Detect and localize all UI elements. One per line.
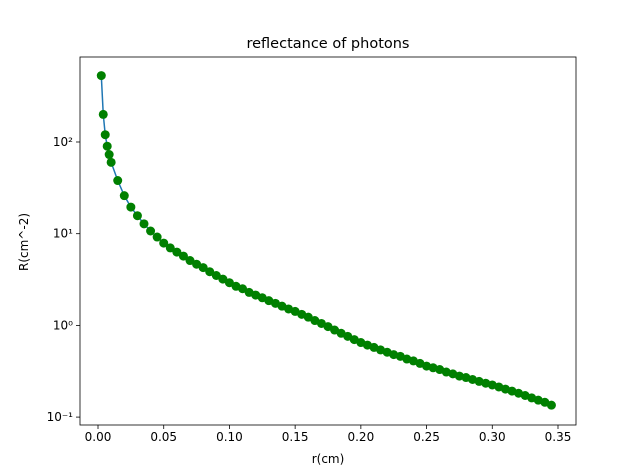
data-point xyxy=(165,243,175,253)
data-point xyxy=(178,251,188,261)
y-tick-label: 10¹ xyxy=(53,227,73,241)
data-point xyxy=(159,238,169,248)
x-tick-label: 0.10 xyxy=(216,430,243,444)
data-point xyxy=(152,232,162,242)
x-tick-label: 0.15 xyxy=(282,430,309,444)
plot-frame xyxy=(79,56,577,426)
data-point xyxy=(106,157,116,167)
data-point xyxy=(113,176,123,186)
x-tick-label: 0.20 xyxy=(347,430,374,444)
data-point xyxy=(218,274,228,284)
chart-title: reflectance of photons xyxy=(246,36,409,52)
data-point xyxy=(126,202,136,212)
y-axis-label: R(cm^-2) xyxy=(17,213,31,271)
data-point xyxy=(132,211,142,221)
x-tick-label: 0.35 xyxy=(545,430,572,444)
y-tick-label: 10⁻¹ xyxy=(47,410,74,424)
data-point xyxy=(546,400,556,410)
x-tick-label: 0.30 xyxy=(479,430,506,444)
y-tick-label: 10² xyxy=(53,135,73,149)
data-point xyxy=(146,226,156,236)
x-tick-label: 0.05 xyxy=(150,430,177,444)
data-point xyxy=(185,256,195,266)
data-point xyxy=(96,71,106,81)
data-point xyxy=(100,130,110,140)
data-point xyxy=(119,191,129,201)
data-point xyxy=(205,267,215,277)
data-point xyxy=(139,219,149,229)
data-point xyxy=(172,247,182,257)
x-tick-label: 0.25 xyxy=(413,430,440,444)
data-line xyxy=(100,75,552,406)
data-point xyxy=(98,109,108,119)
data-point xyxy=(211,271,221,281)
data-point xyxy=(104,150,114,160)
x-axis-label: r(cm) xyxy=(312,452,345,466)
data-point xyxy=(198,263,208,273)
x-tick-label: 0.00 xyxy=(85,430,112,444)
data-point xyxy=(224,278,234,288)
y-tick-label: 10⁰ xyxy=(53,318,73,332)
data-point xyxy=(102,141,112,151)
data-point xyxy=(238,284,248,294)
